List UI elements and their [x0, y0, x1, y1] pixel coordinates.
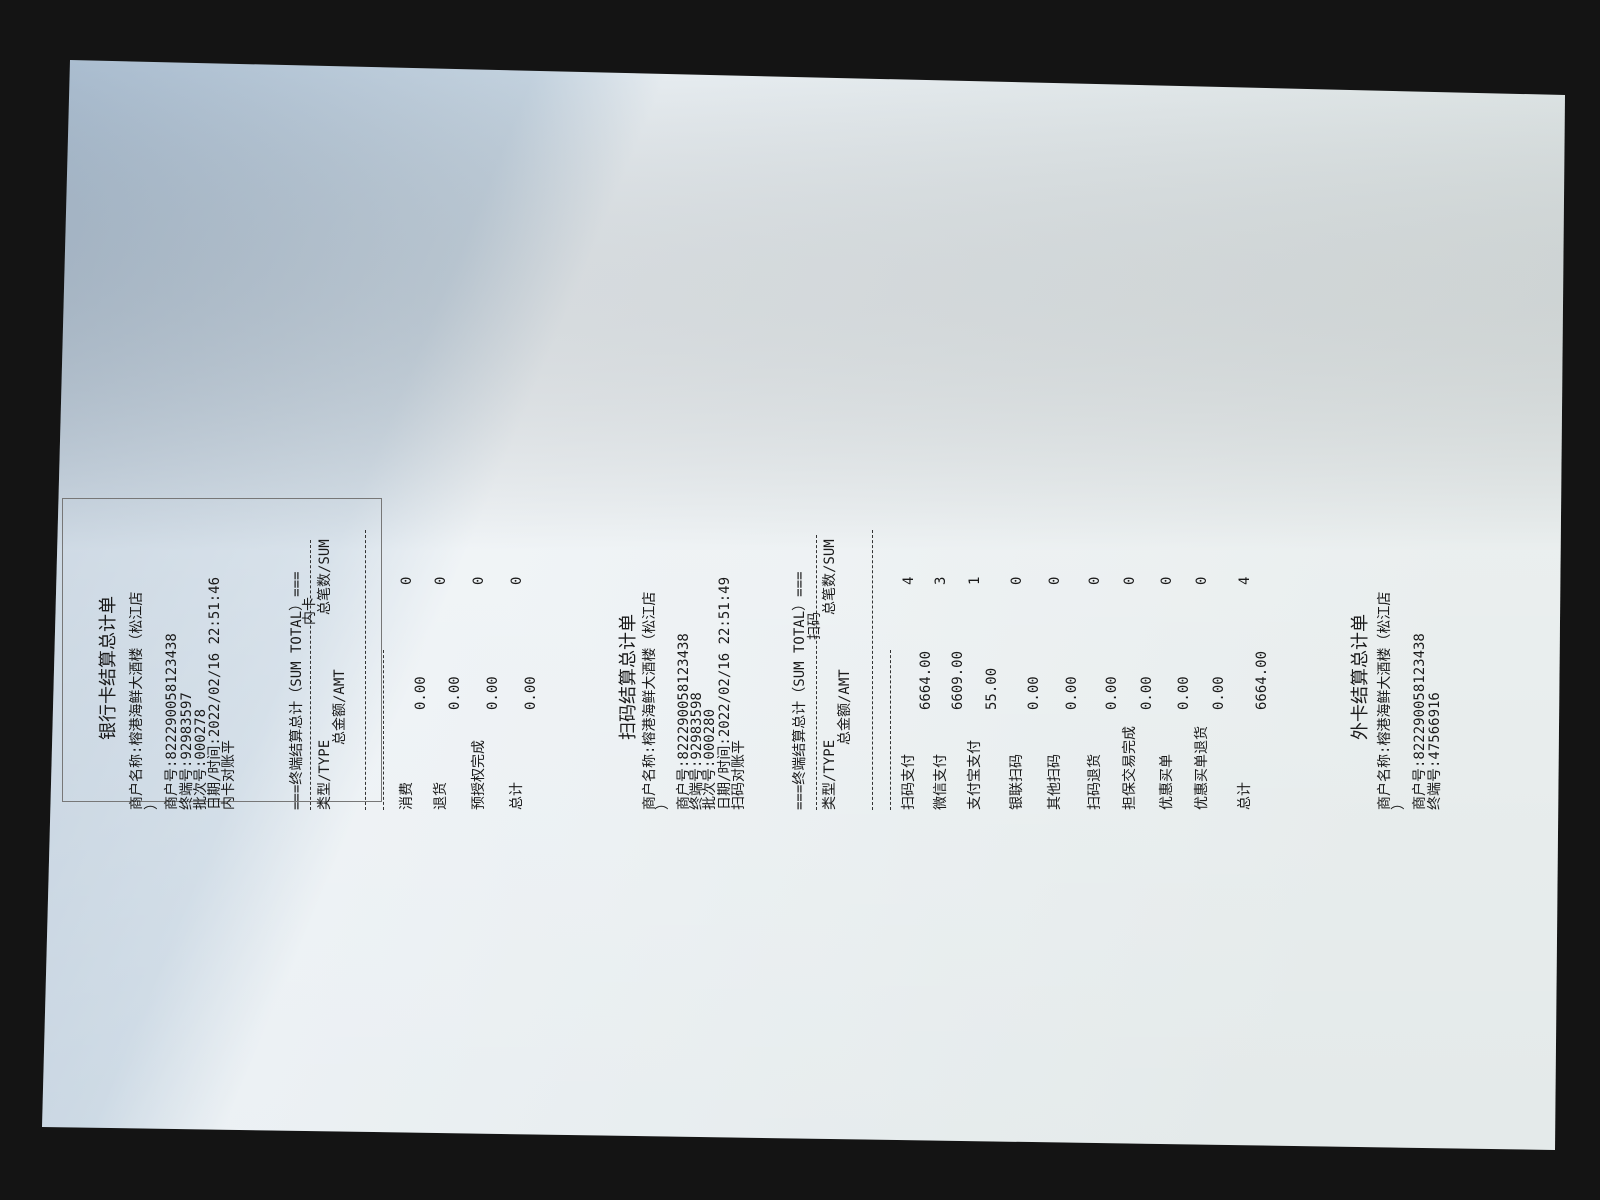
row-count: 0 [1047, 576, 1063, 585]
merchant-name: 商户名称:榕港海鲜大酒楼（松江店 [129, 591, 145, 810]
row-amount: 0.00 [413, 676, 429, 710]
merchant-name: 商户名称:榕港海鲜大酒楼（松江店 [1377, 591, 1393, 810]
divider [365, 530, 366, 810]
row-count: 1 [967, 576, 983, 585]
merchant-name-cont: ） [144, 796, 160, 810]
receipt-content: 银行卡结算总计单 商户名称:榕港海鲜大酒楼（松江店 ） 商户号:82229005… [0, 450, 1600, 810]
row-label: 优惠买单退货 [1194, 726, 1210, 810]
merchant-name: 商户名称:榕港海鲜大酒楼（松江店 [642, 591, 658, 810]
col-count: 总笔数/SUM [822, 539, 838, 615]
row-count: 0 [399, 576, 415, 585]
row-amount: 0.00 [1211, 676, 1227, 710]
receipt-title: 银行卡结算总计单 [98, 596, 119, 740]
datetime: 日期/时间:2022/02/16 22:51:49 [717, 576, 733, 810]
row-amount: 0.00 [1026, 676, 1042, 710]
merchant-name-cont: ） [1391, 796, 1407, 810]
row-label: 其他扫码 [1047, 754, 1063, 810]
divider [310, 540, 311, 810]
merchant-name-cont: ） [655, 796, 671, 810]
row-label: 支付宝支付 [967, 740, 983, 810]
sum-header: ===终端结算总计（SUM TOTAL）=== [792, 571, 808, 810]
row-count: 0 [471, 576, 487, 585]
row-label: 银联扫码 [1009, 754, 1025, 810]
merchant-no: 商户号:822290058123438 [1412, 633, 1428, 810]
row-amount: 0.00 [1064, 676, 1080, 710]
row-label: 预授权完成 [471, 740, 487, 810]
status: 扫码对账平 [731, 740, 747, 810]
row-amount: 6664.00 [1254, 650, 1270, 710]
row-amount: 0.00 [447, 676, 463, 710]
divider [890, 650, 891, 810]
terminal-no: 终端号:47566916 [1427, 692, 1443, 810]
row-label: 总计 [509, 782, 525, 810]
row-count: 0 [433, 576, 449, 585]
merchant-no: 商户号:822290058123438 [164, 633, 180, 810]
row-amount: 0.00 [1176, 676, 1192, 710]
batch-no: 批次号:000278 [193, 708, 209, 810]
row-count: 0 [1122, 576, 1138, 585]
row-count: 0 [1159, 576, 1175, 585]
receipt-title: 外卡结算总计单 [1350, 614, 1371, 740]
receipt-border [62, 498, 382, 802]
section-label: 扫码 [807, 612, 823, 640]
divider [816, 535, 817, 810]
col-amount: 总金额/AMT [332, 669, 348, 745]
col-type: 类型/TYPE [822, 739, 838, 810]
datetime: 日期/时间:2022/02/16 22:51:46 [207, 576, 223, 810]
row-count: 4 [1237, 576, 1253, 585]
terminal-no: 终端号:92983597 [179, 692, 195, 810]
row-amount: 0.00 [523, 676, 539, 710]
row-count: 4 [901, 576, 917, 585]
row-label: 退货 [433, 782, 449, 810]
batch-no: 批次号:000280 [702, 708, 718, 810]
row-amount: 0.00 [485, 676, 501, 710]
section-label: 内卡 [302, 597, 318, 625]
row-amount: 6609.00 [950, 650, 966, 710]
row-amount: 55.00 [984, 667, 1000, 710]
col-type: 类型/TYPE [317, 739, 333, 810]
divider [383, 650, 384, 810]
row-label: 扫码支付 [901, 754, 917, 810]
row-amount: 0.00 [1139, 676, 1155, 710]
row-amount: 0.00 [1104, 676, 1120, 710]
row-label: 扫码退货 [1087, 754, 1103, 810]
row-label: 担保交易完成 [1122, 726, 1138, 810]
row-count: 3 [933, 576, 949, 585]
row-amount: 6664.00 [918, 650, 934, 710]
row-count: 0 [1009, 576, 1025, 585]
col-amount: 总金额/AMT [837, 669, 853, 745]
receipt-title: 扫码结算总计单 [618, 614, 639, 740]
row-count: 0 [509, 576, 525, 585]
row-count: 0 [1194, 576, 1210, 585]
col-count: 总笔数/SUM [317, 539, 333, 615]
row-label: 消费 [399, 782, 415, 810]
row-label: 优惠买单 [1159, 754, 1175, 810]
row-label: 总计 [1237, 782, 1253, 810]
status: 内卡对账平 [221, 740, 237, 810]
divider [872, 530, 873, 810]
row-count: 0 [1087, 576, 1103, 585]
row-label: 微信支付 [933, 754, 949, 810]
